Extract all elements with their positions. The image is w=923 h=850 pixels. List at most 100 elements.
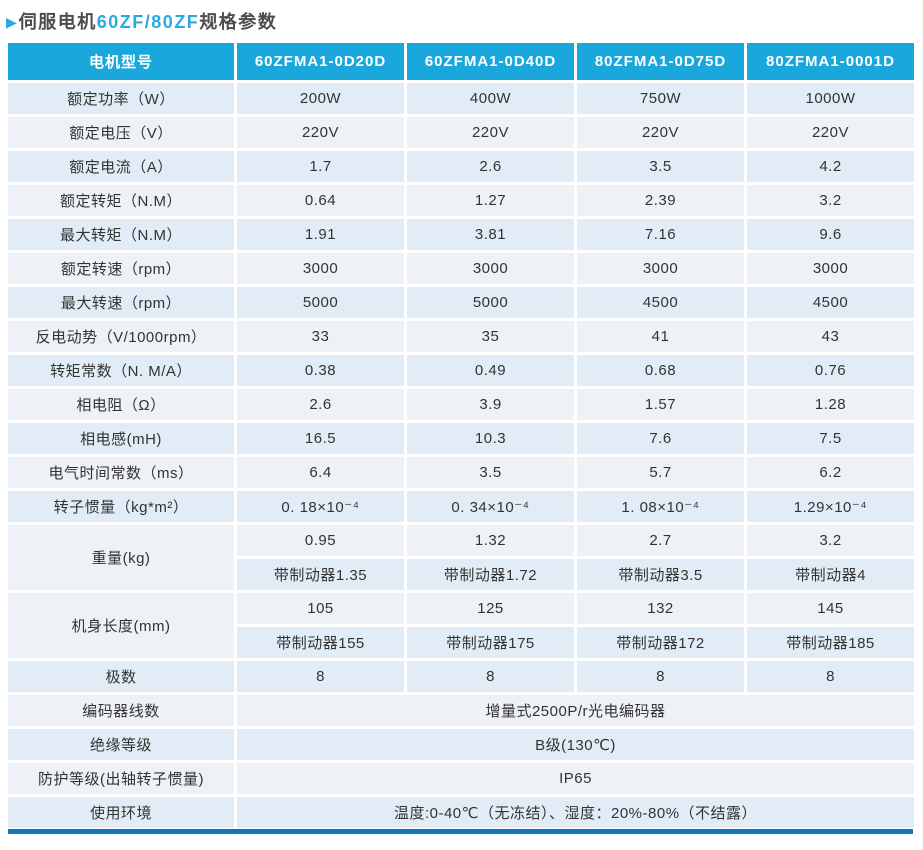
- spec-value: 3000: [747, 253, 914, 284]
- table-row: 额定电流（A） 1.7 2.6 3.5 4.2: [8, 151, 914, 182]
- spec-value: 8: [237, 661, 404, 692]
- spec-value-merged: 增量式2500P/r光电编码器: [237, 695, 914, 726]
- spec-value: 1.91: [237, 219, 404, 250]
- spec-value: 带制动器185: [747, 627, 914, 658]
- table-row: 额定转矩（N.M） 0.64 1.27 2.39 3.2: [8, 185, 914, 216]
- table-row: 极数 8 8 8 8: [8, 661, 914, 692]
- spec-label: 机身长度(mm): [8, 593, 234, 658]
- spec-label: 极数: [8, 661, 234, 692]
- title-suffix: 规格参数: [199, 12, 278, 32]
- spec-value: 132: [577, 593, 744, 624]
- spec-label: 使用环境: [8, 797, 234, 828]
- spec-value-merged: 温度:0-40℃（无冻结）、湿度：20%-80%（不结露）: [237, 797, 914, 828]
- spec-value: 1000W: [747, 83, 914, 114]
- spec-value: 105: [237, 593, 404, 624]
- table-row: 防护等级(出轴转子惯量) IP65: [8, 763, 914, 794]
- spec-label: 最大转速（rpm）: [8, 287, 234, 318]
- spec-value: 3.2: [747, 185, 914, 216]
- spec-value: 1.27: [407, 185, 574, 216]
- spec-value: 带制动器155: [237, 627, 404, 658]
- table-row: 相电阻（Ω） 2.6 3.9 1.57 1.28: [8, 389, 914, 420]
- spec-value: 3000: [407, 253, 574, 284]
- spec-label: 相电感(mH): [8, 423, 234, 454]
- spec-value: 4.2: [747, 151, 914, 182]
- table-row: 带制动器1.35 带制动器1.72 带制动器3.5 带制动器4: [8, 559, 914, 590]
- header-cell-model-3: 80ZFMA1-0D75D: [577, 43, 744, 80]
- spec-value-merged: B级(130℃): [237, 729, 914, 760]
- spec-value: 5.7: [577, 457, 744, 488]
- spec-value: 10.3: [407, 423, 574, 454]
- spec-value: 0.68: [577, 355, 744, 386]
- spec-value: 35: [407, 321, 574, 352]
- spec-label: 最大转矩（N.M）: [8, 219, 234, 250]
- spec-value: 1.57: [577, 389, 744, 420]
- title-model-range: 60ZF/80ZF: [96, 12, 200, 32]
- header-cell-model-1: 60ZFMA1-0D20D: [237, 43, 404, 80]
- spec-value: 5000: [237, 287, 404, 318]
- spec-value: 8: [577, 661, 744, 692]
- table-row: 额定功率（W） 200W 400W 750W 1000W: [8, 83, 914, 114]
- spec-label: 电气时间常数（ms）: [8, 457, 234, 488]
- spec-value: 带制动器4: [747, 559, 914, 590]
- spec-value: 1.28: [747, 389, 914, 420]
- spec-value: 3.5: [407, 457, 574, 488]
- spec-value: 5000: [407, 287, 574, 318]
- spec-value: 200W: [237, 83, 404, 114]
- spec-value-merged: IP65: [237, 763, 914, 794]
- spec-value: 9.6: [747, 219, 914, 250]
- spec-label: 转子惯量（kg*m²）: [8, 491, 234, 522]
- spec-label: 额定转速（rpm）: [8, 253, 234, 284]
- spec-value: 4500: [577, 287, 744, 318]
- spec-label: 编码器线数: [8, 695, 234, 726]
- header-cell-model-2: 60ZFMA1-0D40D: [407, 43, 574, 80]
- table-row: 转子惯量（kg*m²） 0. 18×10⁻⁴ 0. 34×10⁻⁴ 1. 08×10⁻…: [8, 491, 914, 522]
- spec-value: 3000: [237, 253, 404, 284]
- spec-value: 0.64: [237, 185, 404, 216]
- spec-label: 防护等级(出轴转子惯量): [8, 763, 234, 794]
- spec-value: 带制动器175: [407, 627, 574, 658]
- spec-label: 绝缘等级: [8, 729, 234, 760]
- spec-value: 7.5: [747, 423, 914, 454]
- table-row: 编码器线数 增量式2500P/r光电编码器: [8, 695, 914, 726]
- table-row: 最大转矩（N.M） 1.91 3.81 7.16 9.6: [8, 219, 914, 250]
- table-row: 额定转速（rpm） 3000 3000 3000 3000: [8, 253, 914, 284]
- spec-value: 3000: [577, 253, 744, 284]
- spec-label: 反电动势（V/1000rpm）: [8, 321, 234, 352]
- title-prefix: 伺服电机: [18, 12, 97, 32]
- spec-value: 1. 08×10⁻⁴: [577, 491, 744, 522]
- spec-value: 0.49: [407, 355, 574, 386]
- spec-value: 带制动器1.35: [237, 559, 404, 590]
- spec-value: 7.6: [577, 423, 744, 454]
- table-bottom-accent-bar: [8, 829, 913, 834]
- spec-value: 43: [747, 321, 914, 352]
- spec-value: 220V: [407, 117, 574, 148]
- spec-value: 1.29×10⁻⁴: [747, 491, 914, 522]
- spec-value: 125: [407, 593, 574, 624]
- spec-value: 3.2: [747, 525, 914, 556]
- table-row: 额定电压（V） 220V 220V 220V 220V: [8, 117, 914, 148]
- spec-value: 16.5: [237, 423, 404, 454]
- spec-value: 6.2: [747, 457, 914, 488]
- spec-value: 41: [577, 321, 744, 352]
- spec-value: 400W: [407, 83, 574, 114]
- spec-value: 8: [407, 661, 574, 692]
- table-body: 额定功率（W） 200W 400W 750W 1000W 额定电压（V） 220V 220V 2…: [8, 83, 914, 828]
- spec-value: 3.9: [407, 389, 574, 420]
- table-row: 电气时间常数（ms） 6.4 3.5 5.7 6.2: [8, 457, 914, 488]
- table-row: 带制动器155 带制动器175 带制动器172 带制动器185: [8, 627, 914, 658]
- spec-value: 带制动器3.5: [577, 559, 744, 590]
- spec-value: 8: [747, 661, 914, 692]
- header-cell-model-4: 80ZFMA1-0001D: [747, 43, 914, 80]
- servo-motor-spec-table: 电机型号 60ZFMA1-0D20D 60ZFMA1-0D40D 80ZFMA1-0D…: [5, 40, 917, 831]
- spec-value: 0. 34×10⁻⁴: [407, 491, 574, 522]
- spec-value: 1.7: [237, 151, 404, 182]
- table-header-row: 电机型号 60ZFMA1-0D20D 60ZFMA1-0D40D 80ZFMA1-0D…: [8, 43, 914, 80]
- spec-value: 2.6: [237, 389, 404, 420]
- spec-value: 0.95: [237, 525, 404, 556]
- spec-value: 750W: [577, 83, 744, 114]
- spec-value: 2.6: [407, 151, 574, 182]
- spec-value: 0. 18×10⁻⁴: [237, 491, 404, 522]
- table-row: 使用环境 温度:0-40℃（无冻结）、湿度：20%-80%（不结露）: [8, 797, 914, 828]
- spec-label: 额定电流（A）: [8, 151, 234, 182]
- spec-value: 1.32: [407, 525, 574, 556]
